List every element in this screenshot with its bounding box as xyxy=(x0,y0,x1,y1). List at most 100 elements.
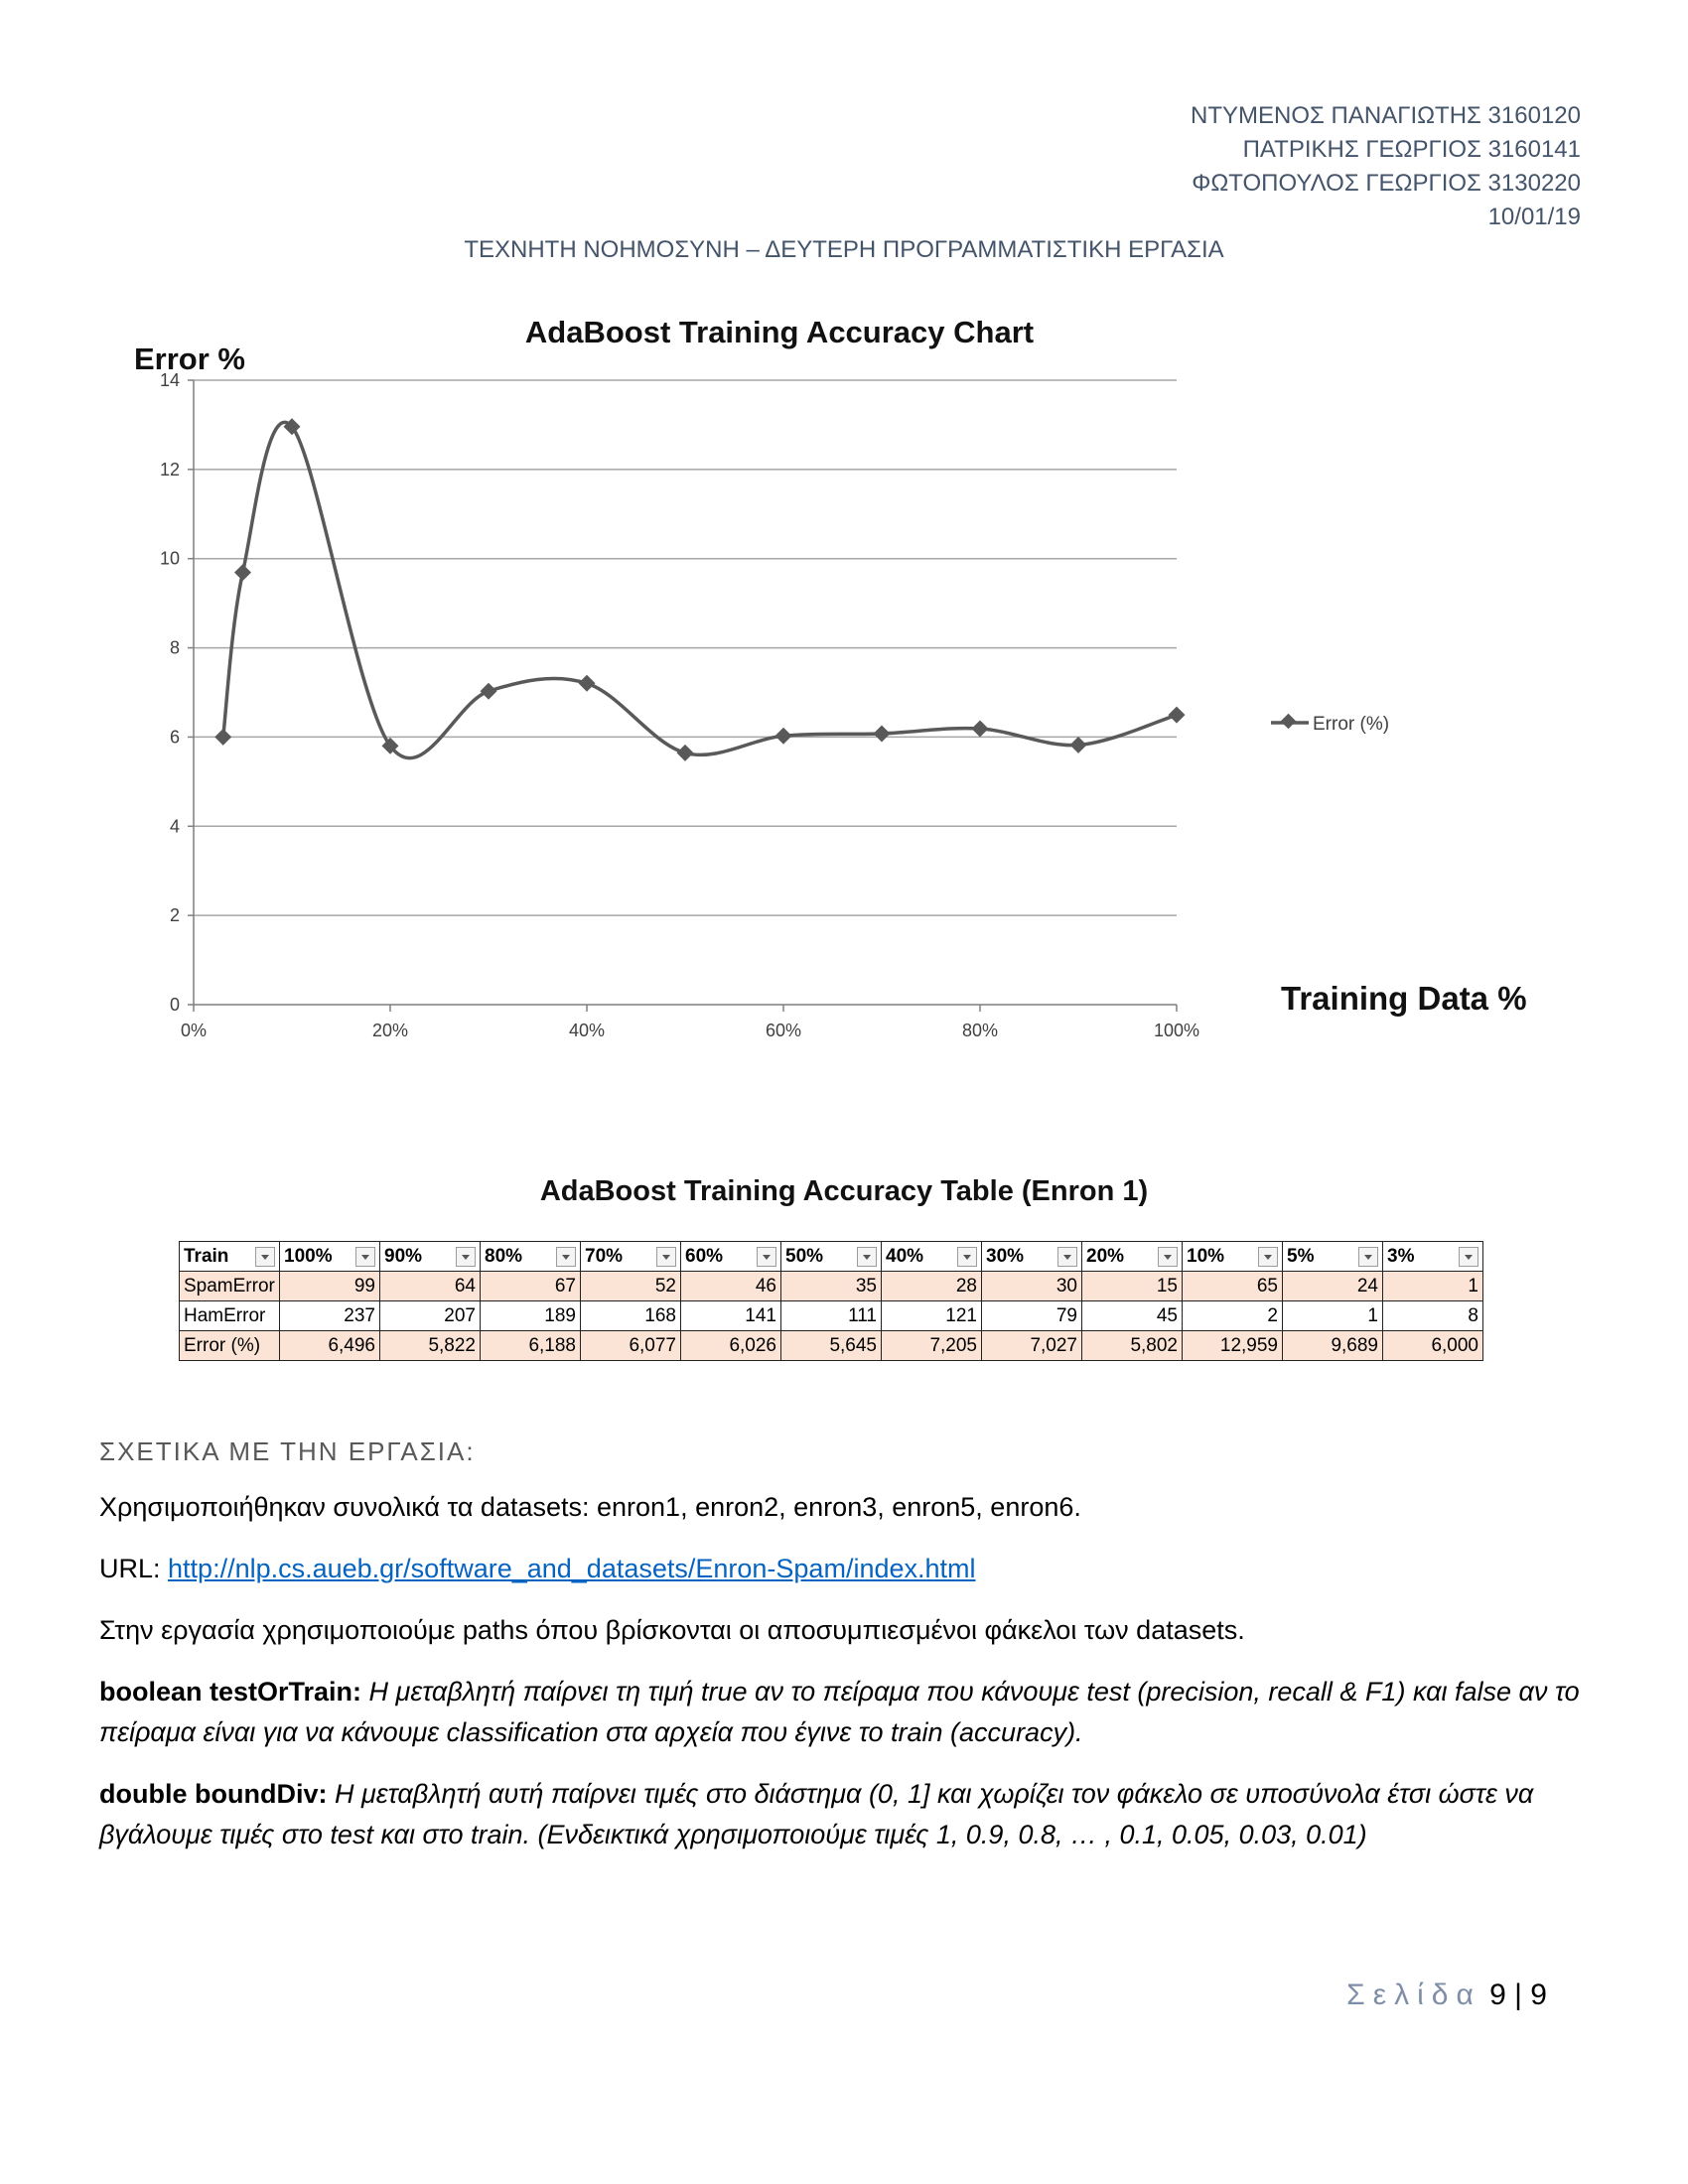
data-point xyxy=(971,720,989,738)
y-tick-label: 8 xyxy=(170,638,180,658)
header-label: 40% xyxy=(886,1245,924,1267)
legend-marker xyxy=(1280,713,1297,730)
legend-label: Error (%) xyxy=(1313,714,1389,735)
x-tick-label: 100% xyxy=(1154,1021,1199,1040)
header-label: 90% xyxy=(384,1245,423,1267)
header-title: ΤΕΧΝΗΤΗ ΝΟΗΜΟΣΥΝΗ – ΔΕΥΤΕΡΗ ΠΡΟΓΡΑΜΜΑΤΙΣ… xyxy=(464,236,1224,263)
author-3: ΦΩΤΟΠΟΥΛΟΣ ΓΕΩΡΓΙΟΣ 3130220 xyxy=(1192,170,1581,197)
value-cell: 52 xyxy=(580,1271,681,1301)
header-date: 10/01/19 xyxy=(1487,204,1581,230)
header-label: 3% xyxy=(1387,1245,1415,1267)
data-point xyxy=(774,727,792,745)
value-cell: 5,822 xyxy=(379,1330,481,1361)
value-cell: 8 xyxy=(1382,1300,1483,1331)
y-tick-label: 4 xyxy=(170,816,180,836)
y-tick-label: 0 xyxy=(170,995,180,1015)
value-cell: 189 xyxy=(480,1300,581,1331)
author-1: ΝΤΥΜΕΝΟΣ ΠΑΝΑΓΙΩΤΗΣ 3160120 xyxy=(1191,102,1581,129)
table-header-cell: 70% xyxy=(580,1241,681,1272)
header-label: 5% xyxy=(1287,1245,1315,1267)
value-cell: 2 xyxy=(1182,1300,1283,1331)
y-tick-label: 12 xyxy=(160,460,180,479)
x-tick-label: 20% xyxy=(372,1021,408,1040)
line-chart: 0 2 4 6 8 10 12 14 0% 20% 40% 60% 80% 100% AdaBoost T… xyxy=(134,315,1527,1040)
chart-title: AdaBoost Training Accuracy Chart xyxy=(525,315,1034,349)
data-point xyxy=(578,674,596,692)
paragraph-paths: Στην εργασία χρησιμοποιούμε paths όπου β… xyxy=(99,1615,1245,1645)
table-header-cell: Train xyxy=(179,1241,280,1272)
filter-dropdown-icon[interactable] xyxy=(1057,1247,1077,1267)
value-cell: 30 xyxy=(981,1271,1082,1301)
header-label: 60% xyxy=(685,1245,724,1267)
value-cell: 99 xyxy=(279,1271,380,1301)
value-cell: 9,689 xyxy=(1282,1330,1383,1361)
data-point xyxy=(480,682,497,700)
filter-dropdown-icon[interactable] xyxy=(1158,1247,1178,1267)
paragraph-bounddiv: double boundDiv: Η μεταβλητή αυτή παίρνε… xyxy=(99,1774,1589,1855)
author-2: ΠΑΤΡΙΚΗΣ ΓΕΩΡΓΙΟΣ 3160141 xyxy=(1242,136,1581,163)
paragraph-testortrain: boolean testOrTrain: Η μεταβλητή παίρνει… xyxy=(99,1672,1589,1753)
header-label: 50% xyxy=(785,1245,824,1267)
data-point xyxy=(214,728,232,746)
bounddiv-name: double boundDiv: xyxy=(99,1779,328,1809)
filter-dropdown-icon[interactable] xyxy=(957,1247,977,1267)
testortrain-name: boolean testOrTrain: xyxy=(99,1677,362,1706)
data-point xyxy=(283,418,301,436)
filter-dropdown-icon[interactable] xyxy=(757,1247,776,1267)
row-label-cell: HamError xyxy=(179,1300,280,1331)
chart-ticks: 0 2 4 6 8 10 12 14 0% 20% 40% 60% 80% 100% xyxy=(160,370,1199,1040)
value-cell: 46 xyxy=(680,1271,781,1301)
value-cell: 64 xyxy=(379,1271,481,1301)
y-tick-label: 10 xyxy=(160,549,180,569)
table-row: Error (%) 6,496 5,822 6,188 6,077 6,026 5,645 7… xyxy=(179,1330,1483,1361)
x-tick-label: 80% xyxy=(962,1021,998,1040)
x-tick-label: 40% xyxy=(569,1021,605,1040)
table-row: SpamError 99 64 67 52 46 35 28 30 15 65 24 1 xyxy=(179,1271,1483,1301)
header-label: 10% xyxy=(1187,1245,1225,1267)
value-cell: 6,026 xyxy=(680,1330,781,1361)
table-header-cell: 60% xyxy=(680,1241,781,1272)
value-cell: 6,496 xyxy=(279,1330,380,1361)
value-cell: 6,188 xyxy=(480,1330,581,1361)
filter-dropdown-icon[interactable] xyxy=(355,1247,375,1267)
testortrain-desc: Η μεταβλητή παίρνει τη τιμή true αν το π… xyxy=(99,1677,1580,1747)
table-header-cell: 5% xyxy=(1282,1241,1383,1272)
bounddiv-desc: Η μεταβλητή αυτή παίρνει τιμές στο διάστ… xyxy=(99,1779,1534,1849)
y-tick-label: 2 xyxy=(170,905,180,925)
filter-dropdown-icon[interactable] xyxy=(1459,1247,1478,1267)
value-cell: 45 xyxy=(1081,1300,1183,1331)
row-label-cell: Error (%) xyxy=(179,1330,280,1361)
chart-legend: Error (%) xyxy=(1271,713,1389,735)
header-label: 30% xyxy=(986,1245,1025,1267)
table-header-cell: 20% xyxy=(1081,1241,1183,1272)
value-cell: 5,802 xyxy=(1081,1330,1183,1361)
x-tick-label: 0% xyxy=(181,1021,207,1040)
value-cell: 28 xyxy=(881,1271,982,1301)
data-point xyxy=(381,737,399,754)
value-cell: 111 xyxy=(780,1300,882,1331)
header-label: 20% xyxy=(1086,1245,1125,1267)
filter-dropdown-icon[interactable] xyxy=(255,1247,275,1267)
value-cell: 168 xyxy=(580,1300,681,1331)
data-point xyxy=(676,744,694,761)
table-header-cell: 40% xyxy=(881,1241,982,1272)
filter-dropdown-icon[interactable] xyxy=(857,1247,877,1267)
filter-dropdown-icon[interactable] xyxy=(656,1247,676,1267)
filter-dropdown-icon[interactable] xyxy=(556,1247,576,1267)
accuracy-table: Train 100% 90% 80% 70% 60% 50% 40% 30% 20% 10% 5% 3%… xyxy=(179,1241,1483,1361)
data-point xyxy=(1168,706,1186,724)
header-authors: ΝΤΥΜΕΝΟΣ ΠΑΝΑΓΙΩΤΗΣ 3160120 ΠΑΤΡΙΚΗΣ ΓΕΩ… xyxy=(1191,99,1581,234)
chart-grid xyxy=(194,379,1177,916)
table-header-cell: 30% xyxy=(981,1241,1082,1272)
x-tick-label: 60% xyxy=(766,1021,801,1040)
table-row: HamError 237 207 189 168 141 111 121 79 45 2 1 8 xyxy=(179,1300,1483,1331)
paragraph-datasets: Χρησιμοποιήθηκαν συνολικά τα datasets: e… xyxy=(99,1492,1081,1522)
section-heading: ΣΧΕΤΙΚΑ ΜΕ ΤΗΝ ΕΡΓΑΣΙΑ: xyxy=(99,1436,476,1466)
filter-dropdown-icon[interactable] xyxy=(1258,1247,1278,1267)
filter-dropdown-icon[interactable] xyxy=(1358,1247,1378,1267)
filter-dropdown-icon[interactable] xyxy=(456,1247,476,1267)
dataset-url-link[interactable]: http://nlp.cs.aueb.gr/software_and_datas… xyxy=(168,1554,976,1583)
data-point xyxy=(873,725,891,743)
y-tick-label: 14 xyxy=(160,370,180,390)
header-label: 70% xyxy=(585,1245,624,1267)
